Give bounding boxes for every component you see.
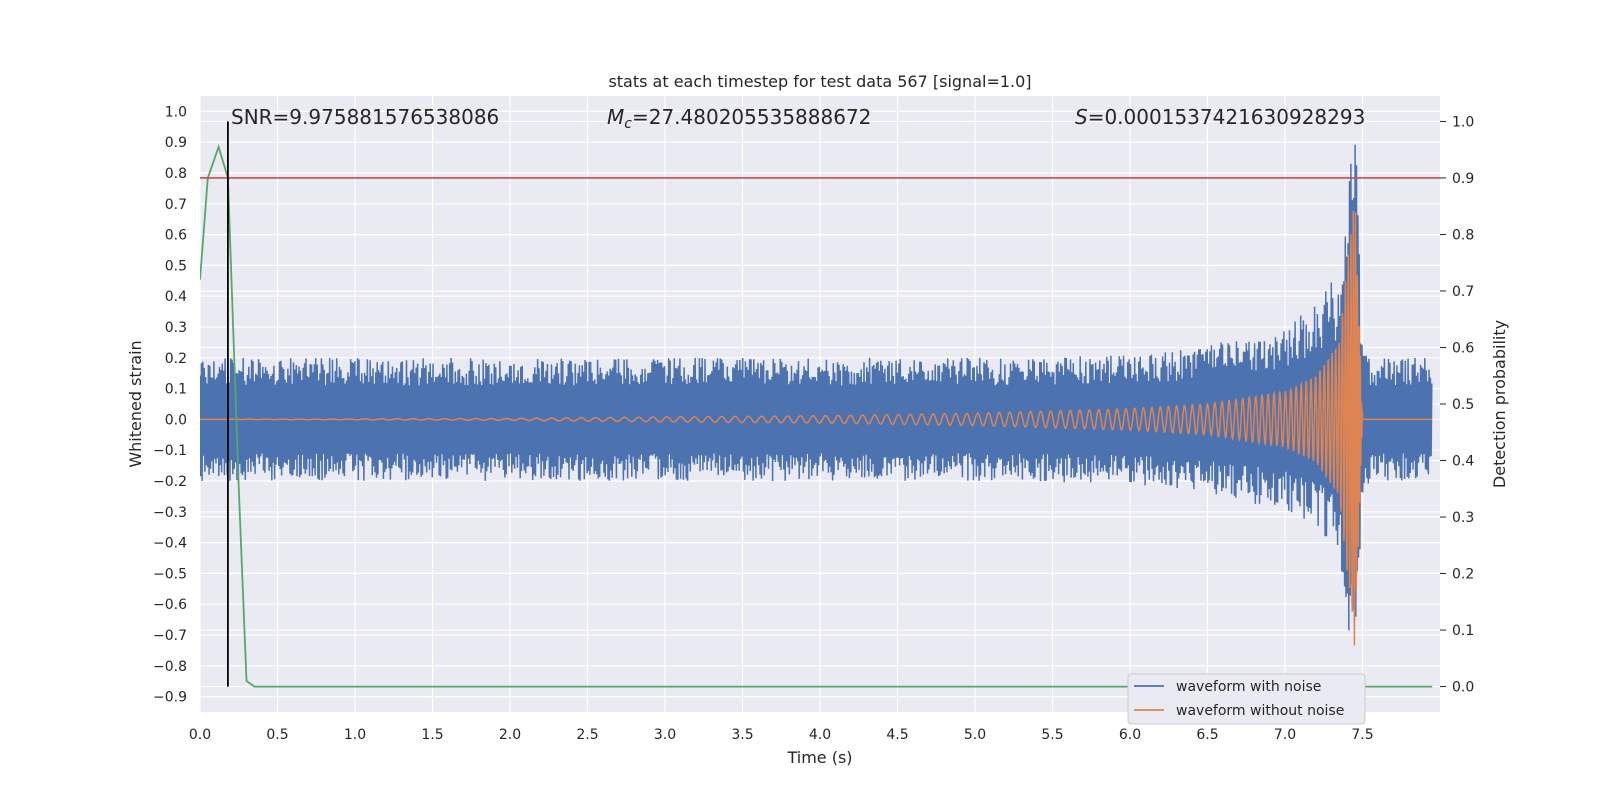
y-axis-label-left: Whitened strain [126,340,145,467]
y-tick-label-right: 0.4 [1452,454,1474,470]
x-tick-label: 3.0 [654,727,676,743]
x-tick-label: 7.0 [1274,727,1296,743]
x-tick-label: 3.5 [731,727,753,743]
chirp-mass-value: =27.480205535888672 [632,105,871,129]
y-tick-label-right: 0.3 [1452,510,1474,526]
y-tick-label-left: 0.5 [165,258,187,274]
s-annotation: S=0.0001537421630928293 [1075,105,1365,129]
y-tick-label-left: 0.0 [165,412,187,428]
y-tick-label-right: 0.0 [1452,680,1474,696]
y-tick-label-left: 1.0 [165,104,187,120]
chirp-mass-annotation: Mc=27.480205535888672 [607,105,871,132]
y-ticks-right: 1.0 0.9 0.8 0.7 0.6 0.5 0.4 0.3 0.2 0.1 0.0 [1440,114,1474,696]
series-detection-probability [200,143,1433,688]
chirp-mass-subscript: c [624,116,632,132]
x-tick-label: 5.0 [964,727,986,743]
y-tick-label-left: −0.9 [153,690,187,706]
y-tick-label-left: 0.7 [165,197,187,213]
y-tick-label-left: 0.2 [165,351,187,367]
x-ticks: 0.0 0.5 1.0 1.5 2.0 2.5 3.0 3.5 4.0 4.5 5.0 5.5 6.0 6… [189,727,1374,743]
y-tick-label-right: 0.7 [1452,284,1474,300]
y-tick-label-left: 0.6 [165,228,187,244]
y-tick-label-right: 0.8 [1452,227,1474,243]
x-tick-label: 4.0 [809,727,831,743]
y-tick-label-left: −0.4 [153,536,187,552]
x-tick-label: 7.5 [1351,727,1373,743]
y-tick-label-left: 0.4 [165,289,187,305]
y-tick-label-left: 0.1 [165,382,187,398]
y-tick-label-left: 0.9 [165,135,187,151]
y-ticks-left: 1.0 0.9 0.8 0.7 0.6 0.5 0.4 0.3 0.2 0.1 0.0 −0.1 −0.… [153,104,187,705]
y-tick-label-right: 0.1 [1452,623,1474,639]
legend: waveform with noise waveform without noi… [1127,673,1366,725]
y-tick-label-left: −0.1 [153,443,187,459]
y-tick-label-right: 0.6 [1452,340,1474,356]
y-tick-label-left: −0.7 [153,628,187,644]
x-tick-label: 0.0 [189,727,211,743]
y-axis-label-right: Detection probability [1490,320,1509,488]
y-tick-label-left: −0.2 [153,474,187,490]
snr-annotation: SNR=9.975881576538086 [231,105,499,129]
x-tick-label: 2.5 [576,727,598,743]
x-tick-label: 2.0 [499,727,521,743]
legend-label-clean: waveform without noise [1176,703,1344,719]
y-tick-label-right: 0.5 [1452,397,1474,413]
series-waveform-without-noise [200,210,1433,646]
y-tick-label-left: 0.8 [165,166,187,182]
y-tick-label-right: 0.2 [1452,567,1474,583]
x-tick-label: 1.5 [421,727,443,743]
x-tick-label: 0.5 [266,727,288,743]
series-layer [200,143,1433,688]
x-tick-label: 5.5 [1041,727,1063,743]
x-tick-label: 6.0 [1119,727,1141,743]
y-tick-label-left: 0.3 [165,320,187,336]
x-tick-label: 4.5 [886,727,908,743]
reference-lines [200,121,1440,687]
y-tick-label-right: 1.0 [1452,114,1474,130]
y-tick-label-right: 0.9 [1452,171,1474,187]
x-axis-label: Time (s) [786,748,852,767]
y-tick-label-left: −0.3 [153,505,187,521]
chart-title: stats at each timestep for test data 567… [608,72,1031,91]
y-tick-label-left: −0.5 [153,566,187,582]
legend-label-noise: waveform with noise [1176,679,1321,695]
chirp-mass-symbol: M [607,105,624,129]
y-tick-label-left: −0.8 [153,659,187,675]
x-tick-label: 6.5 [1196,727,1218,743]
s-symbol: S [1075,105,1088,129]
y-tick-label-left: −0.6 [153,597,187,613]
series-waveform-with-noise [200,144,1433,631]
legend-box [1127,673,1366,725]
s-value: =0.0001537421630928293 [1088,105,1366,129]
x-tick-label: 1.0 [344,727,366,743]
